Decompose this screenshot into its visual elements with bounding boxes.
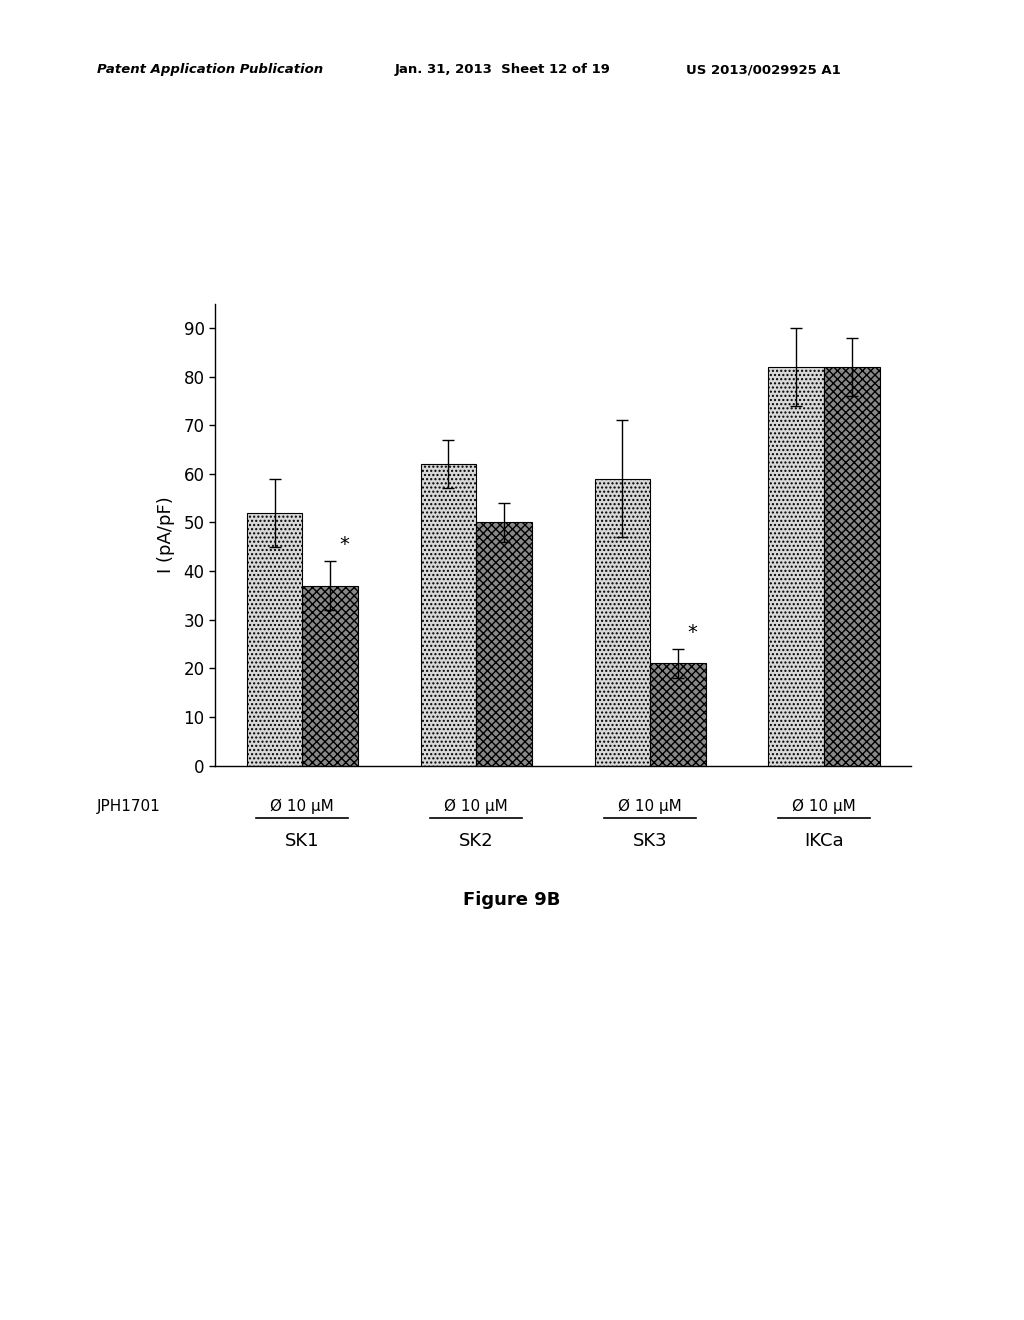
Text: IKCa: IKCa <box>805 832 844 850</box>
Text: Patent Application Publication: Patent Application Publication <box>97 63 324 77</box>
Text: *: * <box>339 535 349 554</box>
Text: JPH1701: JPH1701 <box>97 799 161 813</box>
Bar <box>768 367 824 766</box>
Text: Figure 9B: Figure 9B <box>463 891 561 909</box>
Text: Ø 10 μM: Ø 10 μM <box>270 799 334 814</box>
Bar <box>650 664 706 766</box>
Text: *: * <box>687 623 696 642</box>
Bar <box>421 465 476 766</box>
Bar <box>824 367 880 766</box>
Text: Ø 10 μM: Ø 10 μM <box>618 799 682 814</box>
Text: Ø 10 μM: Ø 10 μM <box>444 799 508 814</box>
Bar <box>595 479 650 766</box>
Bar <box>247 512 302 766</box>
Text: Ø 10 μM: Ø 10 μM <box>793 799 856 814</box>
Bar <box>302 586 358 766</box>
Text: Jan. 31, 2013  Sheet 12 of 19: Jan. 31, 2013 Sheet 12 of 19 <box>394 63 610 77</box>
Text: US 2013/0029925 A1: US 2013/0029925 A1 <box>686 63 841 77</box>
Bar <box>476 523 531 766</box>
Text: SK2: SK2 <box>459 832 494 850</box>
Text: SK3: SK3 <box>633 832 668 850</box>
Y-axis label: I (pA/pF): I (pA/pF) <box>157 496 175 573</box>
Text: SK1: SK1 <box>285 832 319 850</box>
